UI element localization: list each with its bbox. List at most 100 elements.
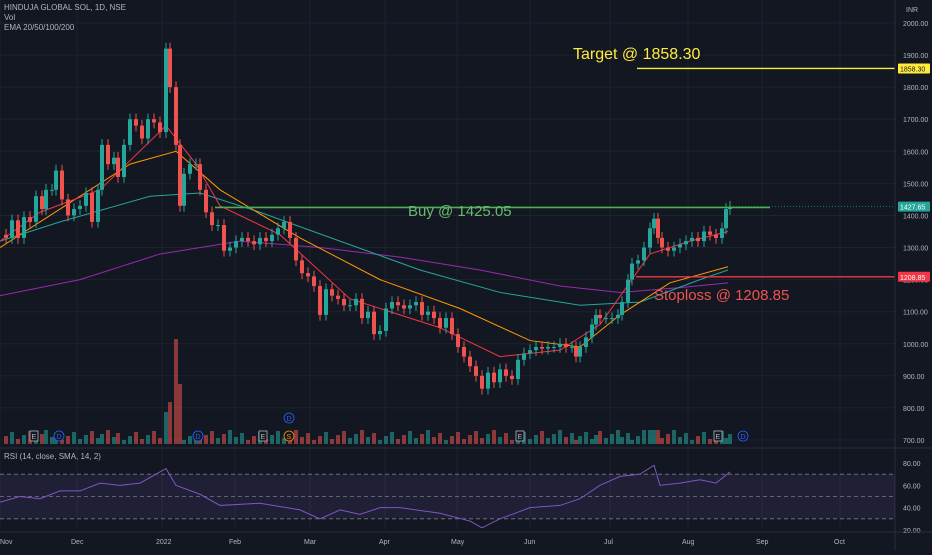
candle: [390, 302, 394, 309]
event-marker-circle: [53, 430, 65, 442]
candle: [258, 237, 262, 245]
candle: [570, 346, 574, 348]
stoploss-label: Stoploss @ 1208.85: [654, 287, 789, 304]
volume-bar: [408, 431, 412, 444]
volume-bar: [702, 432, 706, 444]
volume-bar: [140, 439, 144, 444]
volume-legend[interactable]: Vol: [4, 13, 16, 22]
candle: [270, 234, 274, 242]
volume-bar: [234, 437, 238, 444]
candle: [584, 337, 588, 347]
candle: [134, 119, 138, 126]
candle: [246, 237, 250, 242]
volume-bar: [486, 434, 490, 444]
ema100-line: [0, 192, 729, 306]
volume-bar: [318, 436, 322, 444]
volume-bar: [636, 436, 640, 444]
volume-bar: [178, 384, 182, 444]
volume-bar: [210, 431, 214, 444]
candle: [4, 234, 8, 238]
candle: [106, 144, 110, 165]
volume-bar: [630, 440, 634, 444]
candle: [552, 346, 556, 348]
volume-bar: [312, 440, 316, 444]
candle: [282, 221, 286, 229]
volume-bar: [390, 432, 394, 444]
volume-bar: [372, 433, 376, 444]
candle: [210, 212, 214, 226]
volume-bar: [276, 431, 280, 444]
target-price-tag-bg: [898, 63, 930, 74]
volume-bar: [590, 439, 594, 444]
candle: [366, 311, 370, 319]
volume-bar: [626, 433, 630, 444]
candle: [620, 302, 624, 315]
volume-bar: [50, 437, 54, 444]
rsi-legend[interactable]: RSI (14, close, SMA, 14, 2): [4, 452, 101, 461]
candle: [288, 221, 292, 238]
volume-bar: [468, 435, 472, 444]
candle: [574, 346, 578, 357]
candle: [324, 289, 328, 315]
target-label: Target @ 1858.30: [573, 46, 701, 63]
volume-bar: [438, 433, 442, 444]
candle: [182, 173, 186, 206]
candle: [578, 346, 582, 357]
volume-bar: [420, 434, 424, 444]
volume-bar: [578, 436, 582, 444]
volume-bar: [112, 437, 116, 444]
candle: [90, 193, 94, 222]
volume-bar: [300, 437, 304, 444]
candle: [708, 231, 712, 235]
candle: [44, 189, 48, 210]
symbol-legend[interactable]: HINDUJA GLOBAL SOL, 1D, NSE: [4, 3, 126, 12]
y-tick-label: 800.00: [903, 406, 925, 413]
candle: [516, 359, 520, 380]
volume-bar: [672, 430, 676, 444]
candle: [684, 241, 688, 245]
candle: [480, 375, 484, 389]
candle: [660, 237, 664, 248]
candle: [714, 234, 718, 238]
candle: [642, 247, 646, 261]
ema-legend[interactable]: EMA 20/50/100/200: [4, 23, 75, 32]
candle: [72, 209, 76, 216]
candle: [656, 218, 660, 238]
candle: [444, 318, 448, 328]
x-tick-label: Aug: [682, 539, 695, 546]
candle: [652, 218, 656, 229]
candle: [348, 305, 352, 307]
volume-bar: [366, 437, 370, 444]
x-tick-label: Apr: [379, 539, 391, 546]
volume-bar: [444, 440, 448, 444]
event-marker-circle: [283, 412, 295, 424]
volume-bar: [652, 430, 656, 444]
candle: [146, 119, 150, 139]
candle: [60, 170, 64, 200]
rsi-tick-label: 60.00: [903, 483, 921, 490]
candle: [168, 48, 172, 88]
volume-bar: [152, 431, 156, 444]
candle: [40, 196, 44, 210]
candle: [384, 308, 388, 331]
candle: [486, 372, 490, 389]
y-tick-label: 1700.00: [903, 117, 928, 124]
candle: [616, 314, 620, 319]
last-price-tag: 1427.65: [900, 205, 925, 212]
candle: [140, 125, 144, 139]
volume-bar: [342, 431, 346, 444]
volume-bar: [146, 435, 150, 444]
y-tick-label: 1900.00: [903, 53, 928, 60]
volume-bar: [78, 439, 82, 444]
candle: [116, 157, 120, 177]
event-marker-d: D: [741, 434, 746, 441]
candle: [414, 302, 418, 306]
volume-bar: [546, 438, 550, 444]
candle: [66, 199, 70, 216]
candle: [372, 311, 376, 335]
x-tick-label: Sep: [756, 539, 769, 546]
volume-bar: [174, 339, 178, 444]
candle: [590, 324, 594, 338]
